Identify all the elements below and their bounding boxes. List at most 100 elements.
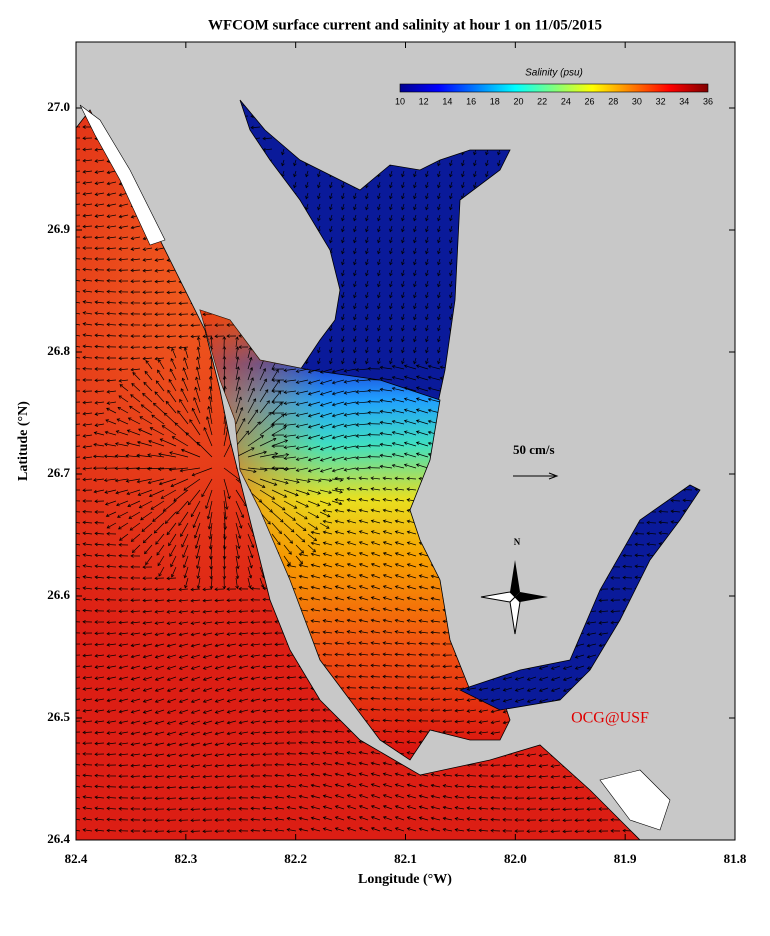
current-arrow-head [106, 181, 111, 186]
current-arrow-head [154, 312, 158, 317]
current-arrow-head [149, 427, 154, 431]
current-arrow [404, 464, 417, 469]
current-arrow-head [171, 347, 175, 352]
current-arrow [76, 467, 81, 469]
current-arrow [196, 367, 201, 381]
current-arrow-head [178, 345, 182, 350]
current-arrow [359, 520, 369, 524]
current-arrow [335, 509, 345, 513]
current-arrow [284, 401, 297, 404]
current-arrow [344, 456, 357, 460]
current-arrow [194, 522, 201, 539]
current-arrow [203, 427, 213, 447]
current-arrow [296, 379, 309, 384]
current-arrow-head [163, 412, 168, 417]
current-arrow [389, 280, 393, 287]
current-arrow-head [406, 508, 411, 513]
current-arrow [83, 521, 93, 524]
current-arrow [117, 407, 129, 414]
current-arrow-head [367, 410, 371, 415]
current-arrow [416, 409, 429, 414]
current-arrow [395, 499, 405, 502]
current-arrow-head [315, 514, 320, 519]
current-arrow [425, 192, 429, 199]
current-arrow-head [116, 502, 120, 507]
current-arrow-head [413, 316, 417, 321]
current-arrow [107, 312, 117, 315]
current-arrow-head [92, 466, 97, 471]
current-arrow-head [413, 327, 417, 332]
current-arrow [271, 369, 279, 381]
current-arrow-head [329, 349, 333, 354]
current-arrow [107, 181, 117, 185]
current-arrow-head [295, 380, 300, 384]
current-arrow-head [180, 448, 185, 453]
current-arrow-head [142, 279, 146, 284]
current-arrow [191, 500, 201, 517]
current-arrow-head [365, 338, 369, 343]
current-arrow [181, 533, 189, 548]
current-arrow-head [94, 235, 98, 240]
current-arrow-head [94, 333, 98, 338]
current-arrow [317, 225, 321, 232]
current-arrow [76, 334, 81, 337]
current-arrow-head [379, 409, 384, 414]
current-arrow [317, 192, 321, 199]
current-arrow [413, 291, 417, 298]
current-arrow [156, 380, 165, 392]
current-arrow [158, 359, 165, 370]
current-arrow-head [415, 375, 420, 379]
current-arrow-head [283, 368, 287, 373]
current-arrow-head [136, 453, 140, 458]
current-arrow-head [425, 294, 429, 299]
current-arrow [392, 431, 405, 436]
current-arrow-head [117, 514, 121, 518]
current-arrow [170, 478, 189, 487]
current-arrow-head [307, 380, 312, 385]
current-arrow-head [118, 225, 123, 230]
current-arrow-head [209, 365, 213, 370]
current-arrow [235, 397, 242, 414]
current-arrow [341, 313, 345, 320]
current-arrow-head [209, 336, 214, 340]
current-arrow [284, 467, 297, 470]
current-arrow-head [267, 521, 271, 525]
current-arrow [83, 532, 93, 535]
current-arrow-head [151, 414, 155, 419]
current-arrow-head [82, 158, 86, 163]
current-arrow [76, 434, 81, 437]
current-arrow [161, 489, 177, 499]
current-arrow [170, 358, 177, 370]
current-arrow-head [365, 360, 369, 365]
current-arrow [76, 521, 81, 524]
current-arrow-head [94, 289, 98, 294]
current-arrow [296, 434, 309, 439]
current-arrow-head [106, 322, 110, 327]
current-arrow-head [254, 409, 258, 413]
current-arrow-head [178, 290, 182, 295]
current-arrow-head [343, 380, 348, 384]
current-arrow-head [389, 195, 393, 200]
current-arrow [395, 520, 405, 524]
current-arrow [131, 383, 141, 392]
current-arrow-head [307, 468, 312, 473]
current-arrow-head [82, 235, 86, 240]
current-arrow [281, 159, 285, 166]
current-arrow-head [449, 272, 453, 277]
current-arrow-head [104, 502, 109, 506]
current-arrow [107, 170, 117, 174]
current-arrow-head [365, 272, 369, 277]
current-arrow [383, 509, 393, 513]
current-arrow-head [353, 327, 357, 332]
current-arrow [295, 511, 308, 520]
current-arrow-head [427, 430, 432, 435]
current-arrow-head [318, 478, 322, 483]
current-arrow-head [196, 336, 201, 341]
current-arrow-head [106, 367, 110, 372]
current-arrow [93, 478, 105, 481]
current-arrow-head [670, 520, 674, 524]
current-arrow-head [106, 235, 110, 240]
current-arrow-head [346, 476, 350, 481]
current-arrow [154, 522, 165, 534]
current-arrow [658, 511, 669, 513]
